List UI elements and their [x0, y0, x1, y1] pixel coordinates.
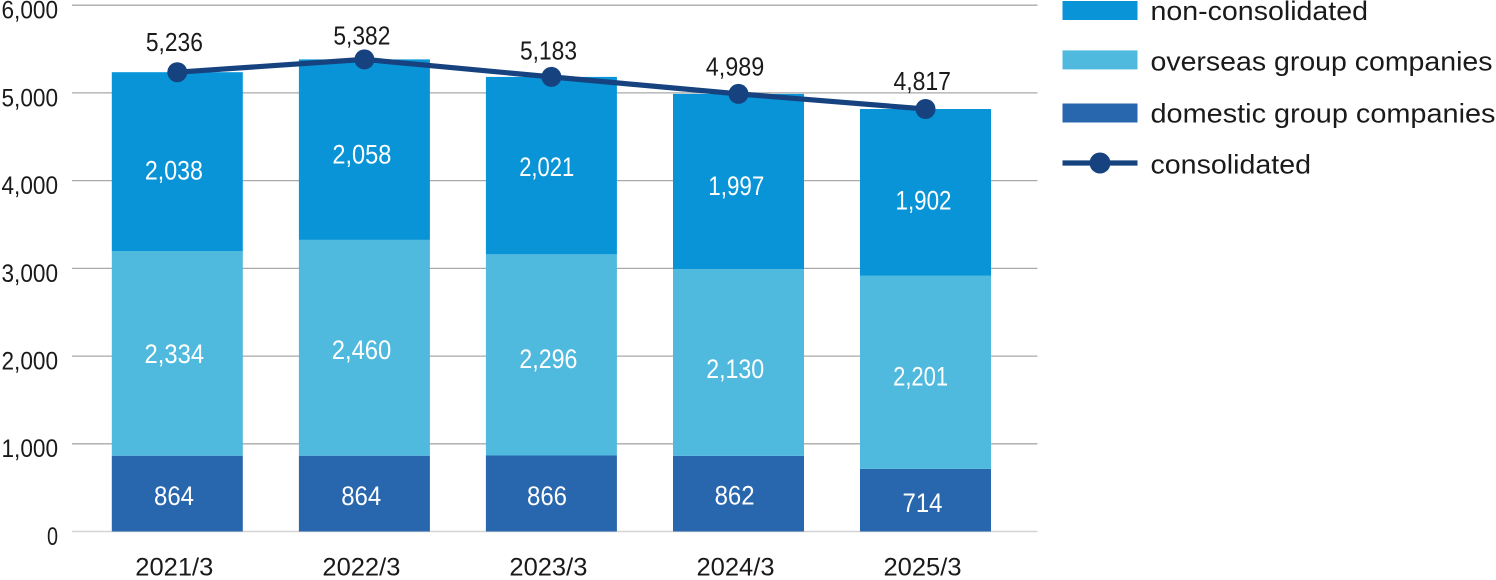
- svg-text:2024/3: 2024/3: [697, 554, 775, 580]
- svg-text:domestic group companies: domestic group companies: [1151, 99, 1496, 129]
- svg-text:2,296: 2,296: [519, 344, 577, 374]
- svg-text:864: 864: [341, 481, 381, 511]
- svg-text:4,989: 4,989: [706, 51, 765, 81]
- svg-text:1,997: 1,997: [708, 171, 764, 201]
- svg-text:1,902: 1,902: [896, 186, 952, 216]
- svg-text:2,021: 2,021: [519, 152, 574, 182]
- svg-text:2023/3: 2023/3: [509, 554, 587, 580]
- svg-text:4,817: 4,817: [893, 66, 951, 96]
- svg-text:1,000: 1,000: [2, 435, 59, 463]
- svg-text:5,000: 5,000: [2, 84, 59, 112]
- svg-text:2,130: 2,130: [706, 354, 764, 384]
- svg-text:2,334: 2,334: [145, 339, 205, 369]
- svg-text:2021/3: 2021/3: [135, 554, 213, 580]
- svg-text:862: 862: [715, 481, 755, 511]
- svg-text:714: 714: [903, 488, 943, 518]
- svg-text:2022/3: 2022/3: [322, 554, 400, 580]
- svg-text:overseas group companies: overseas group companies: [1151, 47, 1493, 77]
- svg-text:5,236: 5,236: [146, 27, 203, 57]
- svg-text:2,460: 2,460: [332, 335, 392, 365]
- svg-text:consolidated: consolidated: [1151, 150, 1312, 180]
- svg-text:2,000: 2,000: [2, 348, 59, 376]
- svg-text:5,382: 5,382: [333, 21, 390, 51]
- svg-text:2,201: 2,201: [893, 362, 948, 392]
- svg-text:3,000: 3,000: [2, 260, 59, 288]
- svg-text:864: 864: [154, 481, 194, 511]
- svg-text:6,000: 6,000: [2, 0, 59, 25]
- svg-text:2,058: 2,058: [332, 140, 391, 170]
- svg-text:4,000: 4,000: [2, 172, 59, 200]
- svg-text:866: 866: [527, 481, 567, 511]
- svg-text:2,038: 2,038: [145, 156, 203, 186]
- svg-text:2025/3: 2025/3: [884, 554, 962, 580]
- svg-text:5,183: 5,183: [520, 36, 577, 66]
- svg-text:non-consolidated: non-consolidated: [1151, 0, 1369, 26]
- svg-text:0: 0: [47, 523, 58, 551]
